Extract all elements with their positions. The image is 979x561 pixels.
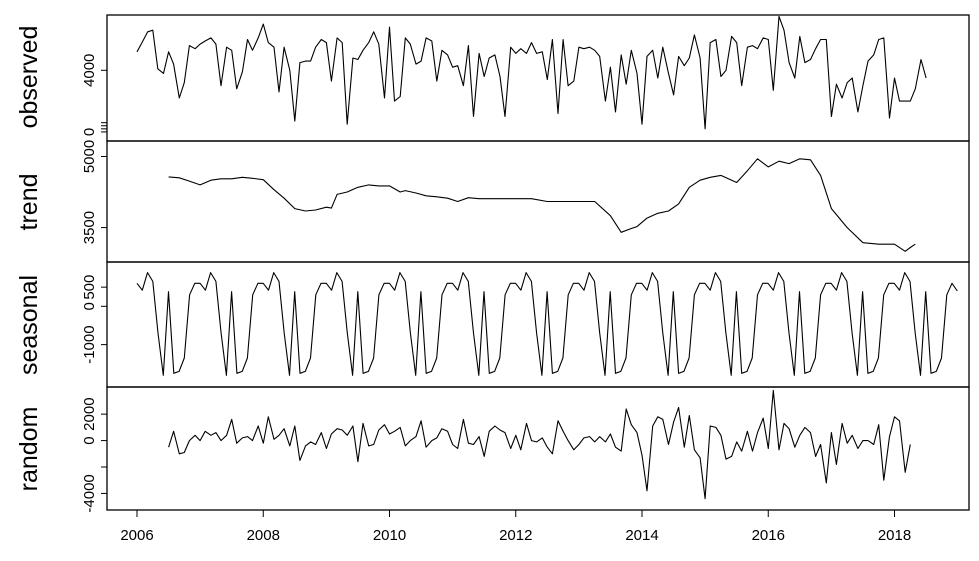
panel-label-seasonal: seasonal [15,275,43,375]
y-tick-label-observed: 0 [81,128,98,136]
y-tick-label-trend: 5000 [81,140,98,173]
x-tick-label: 2016 [752,527,785,544]
y-tick-label-observed: 4000 [81,54,98,87]
series-line-random [168,389,911,500]
panel-label-random: random [15,407,43,492]
y-tick-label-random: -4000 [81,474,98,512]
y-tick-label-trend: 3500 [81,211,98,244]
panel-label-trend: trend [15,174,43,231]
series-line-seasonal [136,272,958,376]
panel-frame-observed [106,14,970,142]
y-tick-label-random: 0 [81,436,98,444]
series-line-observed [136,15,927,130]
y-tick-label-seasonal: 0 [81,302,98,310]
y-tick-label-random: 2000 [81,397,98,430]
y-tick-label-seasonal: 500 [81,275,98,300]
series-line-trend [168,158,916,252]
panel-label-observed: observed [15,26,43,129]
x-tick-label: 2012 [499,527,532,544]
panel-frame-random [106,386,970,511]
x-tick-label: 2008 [247,527,280,544]
x-tick-label: 2010 [373,527,406,544]
y-tick-label-seasonal: -1000 [81,325,98,363]
axis-ticks: 0 4000 3500 5000 -1000 0 500 -4000 0 2000 2006 2008… [81,54,911,544]
x-tick-label: 2006 [120,527,153,544]
x-tick-label: 2014 [625,527,658,544]
panel-frame-trend [106,140,970,263]
x-tick-label: 2018 [878,527,911,544]
